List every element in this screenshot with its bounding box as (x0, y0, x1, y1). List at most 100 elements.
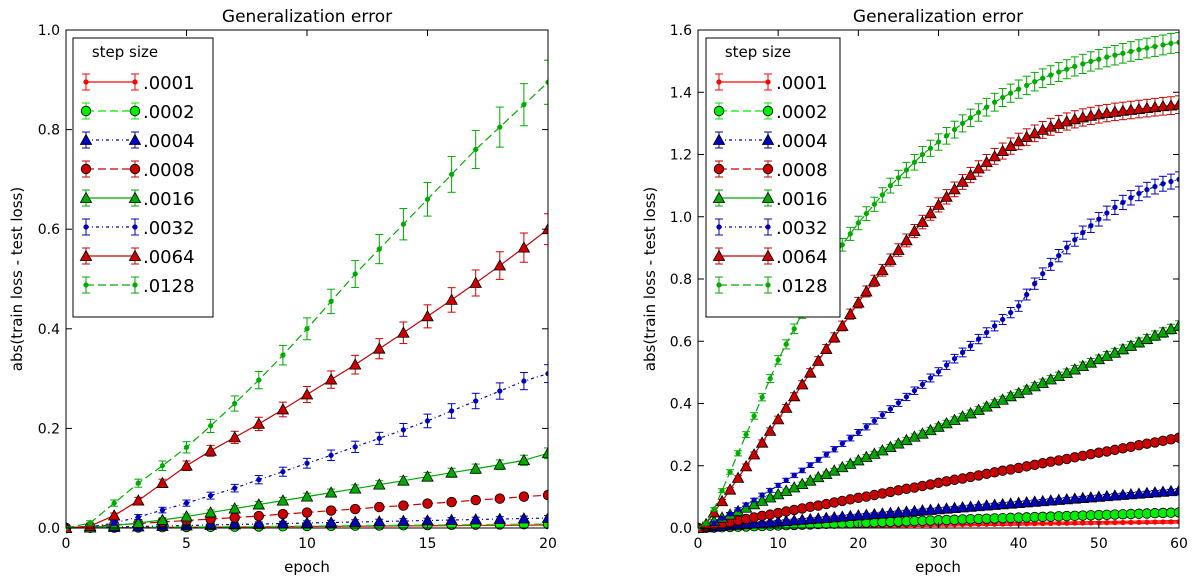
data-point (469, 513, 482, 525)
data-point (900, 233, 913, 246)
data-point (844, 509, 857, 522)
data-point (1164, 322, 1178, 334)
data-point (876, 263, 889, 276)
error-bar (544, 213, 548, 246)
data-point (128, 191, 142, 203)
data-point (1020, 496, 1033, 508)
data-point (111, 520, 117, 526)
data-point (819, 467, 833, 480)
data-point (972, 403, 985, 415)
legend-label: .0064 (776, 247, 828, 268)
series-p0004 (698, 484, 1179, 533)
data-point (328, 452, 334, 458)
data-point (983, 329, 990, 336)
data-point (374, 501, 385, 513)
legend-box (705, 37, 841, 318)
data-point (521, 102, 527, 108)
data-point (755, 436, 769, 448)
data-point (328, 298, 334, 305)
legend-title: step size (92, 43, 158, 61)
data-point (1004, 497, 1017, 509)
data-point (79, 249, 93, 261)
data-point (860, 285, 873, 297)
data-point (807, 462, 813, 468)
data-point (964, 500, 977, 512)
data-point (723, 483, 737, 495)
data-point (855, 429, 861, 436)
data-point (494, 493, 506, 504)
right-chart: Generalization error epoch abs(train los… (641, 7, 1188, 576)
y-tick-label: 1.6 (670, 23, 692, 39)
x-tick-label: 10 (298, 536, 316, 552)
data-point (895, 400, 902, 406)
data-point (765, 79, 771, 85)
data-point (204, 444, 217, 456)
legend-label: .0016 (143, 189, 195, 210)
data-point (80, 163, 92, 175)
data-point (935, 139, 942, 145)
data-point (791, 326, 797, 332)
data-point (1116, 104, 1130, 116)
data-point (903, 167, 910, 173)
data-point (711, 506, 717, 512)
data-point (1016, 303, 1022, 309)
data-point (868, 507, 881, 520)
data-point (521, 378, 527, 384)
data-point (871, 201, 878, 207)
data-point (900, 505, 913, 517)
data-point (424, 196, 431, 202)
data-point (541, 511, 548, 523)
data-point (1108, 105, 1122, 117)
y-tick-label: 0.0 (38, 521, 60, 537)
data-point (1104, 210, 1110, 216)
data-point (803, 366, 817, 378)
data-point (999, 316, 1006, 323)
data-point (1072, 63, 1078, 70)
data-point (256, 377, 262, 383)
data-point (324, 516, 338, 528)
data-point (972, 499, 985, 512)
data-point (1056, 520, 1062, 526)
x-tick-label: 40 (1010, 536, 1028, 552)
data-point (761, 191, 775, 203)
data-point (348, 358, 362, 370)
data-point (180, 510, 193, 522)
data-point (1132, 487, 1146, 499)
data-point (887, 406, 894, 412)
data-point (1084, 356, 1098, 368)
data-point (871, 418, 878, 424)
data-point (300, 388, 314, 400)
data-point (1028, 379, 1041, 392)
data-point (1080, 520, 1086, 526)
data-point (1140, 101, 1154, 114)
data-point (716, 224, 722, 230)
data-point (1012, 386, 1025, 399)
data-point (473, 146, 479, 153)
error-bar (1175, 95, 1179, 115)
series-p0032 (66, 364, 548, 531)
data-point (542, 489, 548, 501)
data-point (517, 241, 531, 253)
data-point (713, 105, 725, 117)
legend-label: .0008 (776, 160, 828, 181)
data-point (1056, 253, 1062, 259)
legend-entry: .0016 (79, 189, 195, 210)
data-point (735, 506, 741, 512)
x-tick-label: 15 (419, 536, 437, 552)
data-point (1136, 519, 1142, 525)
data-point (1160, 519, 1166, 525)
data-point (87, 520, 93, 526)
data-point (301, 507, 313, 518)
data-point (421, 309, 434, 322)
data-point (761, 133, 775, 145)
data-point (1036, 376, 1049, 388)
data-point (1124, 487, 1138, 500)
data-point (1152, 43, 1158, 50)
data-point (1136, 46, 1142, 53)
data-point (712, 191, 726, 203)
data-point (252, 417, 266, 429)
data-point (876, 444, 889, 456)
data-point (325, 505, 337, 516)
data-point (836, 510, 849, 522)
